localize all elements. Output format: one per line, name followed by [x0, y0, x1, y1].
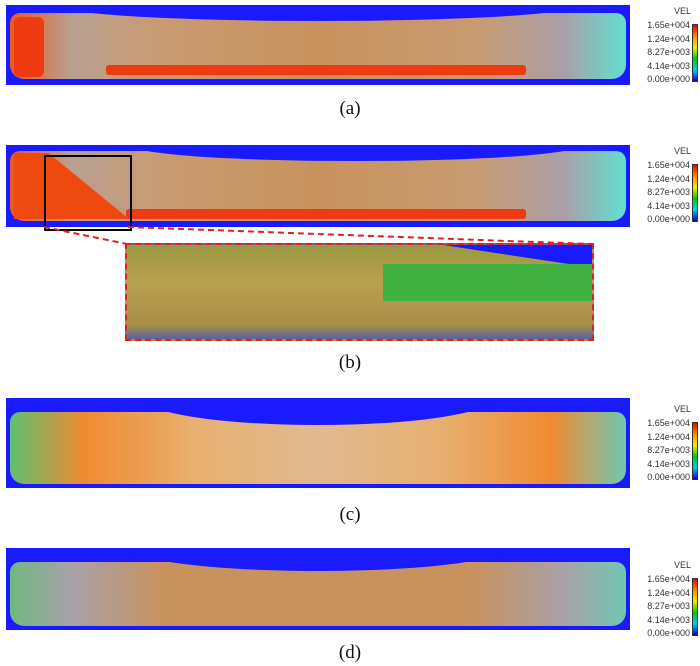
tick: 1.65e+004 — [647, 418, 690, 428]
tick: 8.27e+003 — [647, 601, 690, 611]
panel-c-image — [6, 398, 630, 488]
tick: 1.65e+004 — [647, 20, 690, 30]
tick: 8.27e+003 — [647, 47, 690, 57]
tick: 8.27e+003 — [647, 445, 690, 455]
panel-a-label: (a) — [339, 98, 361, 119]
tick: 1.24e+004 — [647, 587, 690, 598]
colorbar — [692, 164, 698, 222]
panel-a-image — [6, 5, 630, 85]
panel-b-image — [6, 145, 630, 227]
panel-d-image — [6, 548, 630, 630]
tick: 4.14e+003 — [647, 458, 690, 469]
legend-title: VEL — [674, 560, 692, 570]
tick: 1.24e+004 — [647, 33, 690, 44]
colorbar — [692, 578, 698, 636]
zoom-region-box — [44, 155, 132, 231]
colorbar — [692, 24, 698, 82]
tick: 0.00e+000 — [647, 74, 690, 84]
tick: 0.00e+000 — [647, 214, 690, 224]
tick: 1.65e+004 — [647, 160, 690, 170]
tick: 0.00e+000 — [647, 472, 690, 482]
panel-c-label: (c) — [339, 504, 361, 525]
legend-title: VEL — [674, 6, 692, 16]
tick: 1.24e+004 — [647, 173, 690, 184]
zoom-inset-image — [125, 243, 594, 341]
tick: 0.00e+000 — [647, 628, 690, 638]
tick: 1.65e+004 — [647, 574, 690, 584]
panel-d-label: (d) — [338, 642, 362, 663]
tick: 8.27e+003 — [647, 187, 690, 197]
colorbar — [692, 422, 698, 480]
panel-b-label: (b) — [338, 352, 362, 373]
tick: 1.24e+004 — [647, 431, 690, 442]
tick: 4.14e+003 — [647, 60, 690, 71]
legend-title: VEL — [674, 404, 692, 414]
tick: 4.14e+003 — [647, 614, 690, 625]
legend-title: VEL — [674, 146, 692, 156]
tick: 4.14e+003 — [647, 200, 690, 211]
